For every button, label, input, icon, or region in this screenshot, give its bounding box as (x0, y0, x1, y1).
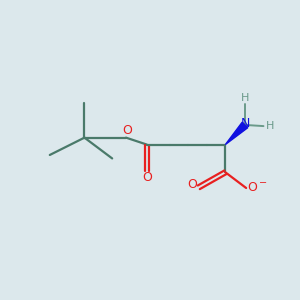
Text: O: O (142, 171, 152, 184)
Text: −: − (259, 178, 267, 188)
Polygon shape (225, 122, 248, 145)
Text: O: O (188, 178, 197, 191)
Text: H: H (241, 93, 249, 103)
Text: O: O (122, 124, 132, 137)
Text: O: O (248, 182, 258, 194)
Text: H: H (266, 121, 274, 131)
Text: N: N (240, 117, 250, 130)
